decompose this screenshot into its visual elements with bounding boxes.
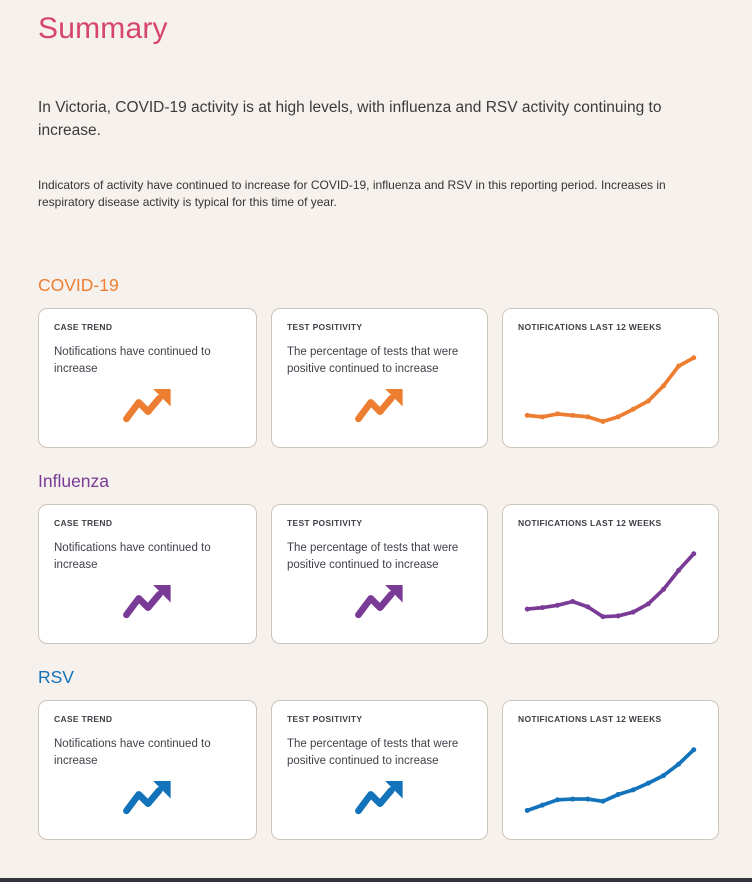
section-covid-19: COVID-19 CASE TREND Notifications have c… [38,275,719,449]
case-trend-card: CASE TREND Notifications have continued … [38,504,257,645]
trend-up-arrow-icon [354,387,405,429]
notifications-sparkline-chart [524,747,697,813]
note-paragraph: Indicators of activity have continued to… [38,177,666,209]
card-label: TEST POSITIVITY [287,322,363,333]
card-label: NOTIFICATIONS LAST 12 WEEKS [518,518,662,529]
card-text: The percentage of tests that were positi… [287,738,459,767]
page-bottom-bar [0,878,752,882]
section-heading-influenza: Influenza [38,471,110,492]
test-positivity-card: TEST POSITIVITY The percentage of tests … [271,308,488,449]
section-influenza: Influenza CASE TREND Notifications have … [38,471,719,645]
notifications-sparkline-chart [524,551,697,619]
trend-up-arrow-icon [122,583,173,625]
intro-paragraph: In Victoria, COVID-19 activity is at hig… [38,99,662,140]
card-text: Notifications have continued to increase [54,542,211,571]
page-content: Summary In Victoria, COVID-19 activity i… [38,12,719,841]
card-label: CASE TREND [54,714,113,725]
card-row: CASE TREND Notifications have continued … [38,700,719,841]
test-positivity-card: TEST POSITIVITY The percentage of tests … [271,700,488,841]
case-trend-card: CASE TREND Notifications have continued … [38,700,257,841]
card-label: CASE TREND [54,322,113,333]
card-text: The percentage of tests that were positi… [287,542,459,571]
section-heading-covid-19: COVID-19 [38,275,119,296]
test-positivity-card: TEST POSITIVITY The percentage of tests … [271,504,488,645]
trend-up-arrow-icon [354,779,405,821]
card-label: NOTIFICATIONS LAST 12 WEEKS [518,322,662,333]
trend-up-arrow-icon [122,779,173,821]
card-row: CASE TREND Notifications have continued … [38,308,719,449]
card-text: Notifications have continued to increase [54,346,211,375]
trend-up-arrow-icon [122,387,173,429]
notifications-sparkline-chart [524,355,697,424]
card-label: NOTIFICATIONS LAST 12 WEEKS [518,714,662,725]
card-text: The percentage of tests that were positi… [287,346,459,375]
trend-up-arrow-icon [354,583,405,625]
page-title: Summary [38,12,168,45]
notifications-chart-card: NOTIFICATIONS LAST 12 WEEKS [502,700,719,841]
card-label: TEST POSITIVITY [287,518,363,529]
section-rsv: RSV CASE TREND Notifications have contin… [38,667,719,841]
card-label: CASE TREND [54,518,113,529]
card-row: CASE TREND Notifications have continued … [38,504,719,645]
notifications-chart-card: NOTIFICATIONS LAST 12 WEEKS [502,504,719,645]
card-text: Notifications have continued to increase [54,738,211,767]
case-trend-card: CASE TREND Notifications have continued … [38,308,257,449]
section-heading-rsv: RSV [38,667,74,688]
card-label: TEST POSITIVITY [287,714,363,725]
notifications-chart-card: NOTIFICATIONS LAST 12 WEEKS [502,308,719,449]
